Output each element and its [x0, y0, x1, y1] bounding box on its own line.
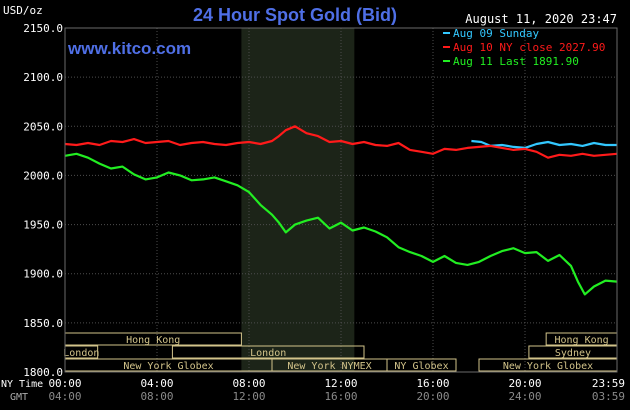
x-tick-label-gmt: 16:00: [324, 390, 357, 403]
x-tick-label-gmt: 24:00: [508, 390, 541, 403]
y-axis-tick-labels: 2150.0 2100.0 2050.0 2000.0 1950.0 1900.0 1850…: [23, 22, 63, 379]
session-box: [386, 358, 457, 372]
x-tick-label-ny: 16:00: [416, 377, 449, 390]
y-unit-label: USD/oz: [3, 4, 43, 17]
series-line: [64, 152, 618, 296]
session-label: New York Globex: [503, 361, 593, 372]
chart-title: 24 Hour Spot Gold (Bid): [193, 5, 397, 25]
session-label: Sydney: [555, 348, 591, 359]
series-line: [64, 125, 618, 159]
x-tick-label-gmt: 20:00: [416, 390, 449, 403]
y-tick-label: 1950.0: [23, 219, 63, 232]
price-lines: [64, 125, 618, 296]
x-tick-label-ny: 00:00: [48, 377, 81, 390]
y-tick-label: 1850.0: [23, 317, 63, 330]
x-tick-label-gmt: 04:00: [48, 390, 81, 403]
legend-entry: Aug 09 Sunday: [453, 27, 539, 40]
session-label: New York NYMEX: [287, 361, 371, 372]
london-session-shading: [241, 28, 355, 372]
x-tick-label-ny: 20:00: [508, 377, 541, 390]
gmt-row-label: GMT: [10, 392, 28, 403]
session-label: London: [63, 348, 99, 359]
y-tick-label: 2150.0: [23, 22, 63, 35]
session-label: Hong Kong: [554, 335, 608, 346]
x-tick-label-ny: 23:59: [592, 377, 625, 390]
x-tick-label-ny: 04:00: [140, 377, 173, 390]
x-tick-label-ny: 12:00: [324, 377, 357, 390]
x-tick-label-gmt: 08:00: [140, 390, 173, 403]
x-tick-label-gmt: 03:59: [592, 390, 625, 403]
watermark: www.kitco.com: [67, 39, 191, 58]
y-tick-label: 1800.0: [23, 366, 63, 379]
y-tick-label: 1900.0: [23, 268, 63, 281]
legend-entry: Aug 11 Last 1891.90: [453, 55, 579, 68]
y-tick-label: 2000.0: [23, 169, 63, 182]
session-label: London: [250, 348, 286, 359]
y-tick-label: 2050.0: [23, 120, 63, 133]
plot-border: [64, 27, 618, 373]
session-label: NY Globex: [394, 361, 448, 372]
legend-entry: Aug 10 NY close 2027.90: [453, 41, 605, 54]
y-tick-label: 2100.0: [23, 71, 63, 84]
x-tick-label-gmt: 12:00: [232, 390, 265, 403]
x-axis-tick-labels: 00:0004:0004:0008:0008:0012:0012:0016:00…: [48, 377, 625, 403]
session-label: New York Globex: [123, 361, 213, 372]
x-tick-label-ny: 08:00: [232, 377, 265, 390]
timestamp: August 11, 2020 23:47: [465, 12, 617, 26]
ny-time-row-label: NY Time: [1, 379, 43, 390]
session-box: [171, 345, 365, 359]
session-label: Hong Kong: [126, 335, 180, 346]
shaded-region: [241, 28, 355, 372]
market-sessions: Hong Kong Hong Kong London London Sydney New …: [63, 332, 618, 372]
